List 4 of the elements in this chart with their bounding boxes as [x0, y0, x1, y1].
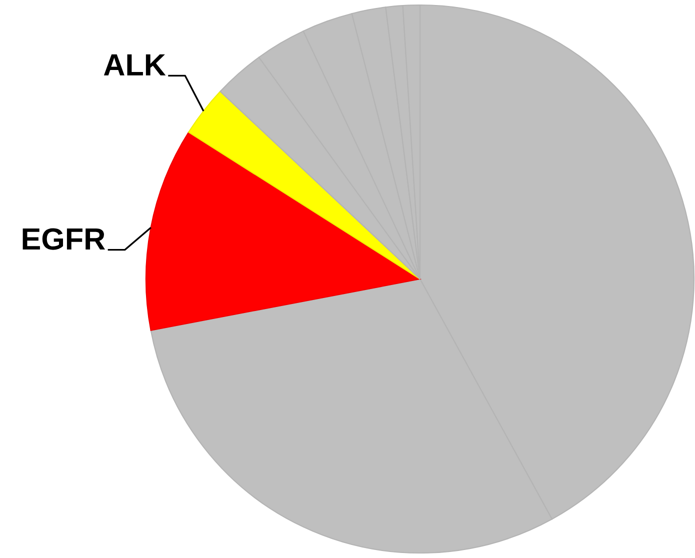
pie-slice	[188, 90, 421, 280]
slice-label: ALK	[104, 54, 166, 76]
slice-label: EGFR	[22, 228, 106, 250]
pie-slice	[145, 132, 421, 331]
